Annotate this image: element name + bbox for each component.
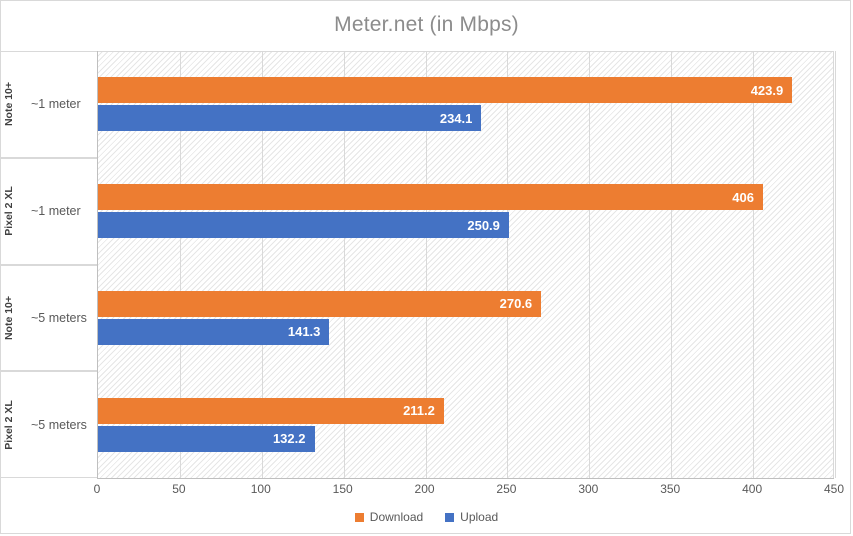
value-axis-baseline bbox=[97, 51, 98, 479]
category-device-label: Note 10+ bbox=[3, 295, 15, 340]
legend-label: Upload bbox=[460, 510, 499, 524]
legend-item[interactable]: Download bbox=[354, 510, 424, 524]
category-distance-label: ~1 meter bbox=[31, 97, 81, 112]
legend-item[interactable]: Upload bbox=[445, 510, 498, 524]
legend-swatch bbox=[445, 512, 455, 522]
bar-value-label: 211.2 bbox=[403, 403, 435, 419]
bar-value-label: 406 bbox=[732, 189, 754, 205]
category-device-label: Note 10+ bbox=[3, 82, 15, 127]
gridline bbox=[589, 51, 591, 478]
category-distance-label: ~5 meters bbox=[31, 310, 87, 325]
category-group: Note 10+ ~1 meter bbox=[1, 51, 97, 158]
value-tick-label: 150 bbox=[332, 482, 353, 496]
category-device-label: Pixel 2 XL bbox=[3, 399, 15, 450]
category-axis: Note 10+ ~1 meter Pixel 2 XL ~1 meter Note 1… bbox=[1, 51, 97, 479]
gridline bbox=[261, 51, 263, 478]
bar-upload: 141.3 bbox=[98, 318, 330, 345]
bar-upload: 234.1 bbox=[98, 105, 482, 132]
plot-top-edge bbox=[98, 51, 834, 52]
bar-value-label: 270.6 bbox=[499, 296, 533, 312]
bar-download: 211.2 bbox=[98, 397, 444, 424]
value-tick-label: 250 bbox=[496, 482, 517, 496]
gridline bbox=[425, 51, 427, 478]
value-tick-label: 200 bbox=[414, 482, 435, 496]
category-group: Note 10+ ~5 meters bbox=[1, 264, 97, 372]
gridline bbox=[343, 51, 345, 478]
value-tick-label: 0 bbox=[93, 482, 101, 496]
plot-right-edge bbox=[833, 51, 834, 478]
bar-download: 406 bbox=[98, 184, 763, 211]
value-tick-label: 300 bbox=[578, 482, 599, 496]
value-tick-label: 100 bbox=[250, 482, 271, 496]
value-tick-label: 450 bbox=[823, 482, 845, 496]
value-tick-label: 400 bbox=[742, 482, 763, 496]
bar-value-label: 423.9 bbox=[750, 82, 784, 98]
bar-upload: 132.2 bbox=[98, 425, 315, 452]
bar-download: 270.6 bbox=[98, 290, 542, 317]
bar-download: 423.9 bbox=[98, 77, 793, 104]
bar-value-label: 141.3 bbox=[287, 324, 321, 340]
category-device-label: Pixel 2 XL bbox=[3, 186, 15, 236]
legend-label: Download bbox=[369, 510, 424, 524]
gridline bbox=[753, 51, 755, 478]
gridline bbox=[507, 51, 509, 478]
value-tick-label: 350 bbox=[660, 482, 681, 496]
value-axis-line bbox=[97, 478, 834, 479]
value-tick-label: 50 bbox=[172, 482, 186, 496]
gridline bbox=[835, 51, 836, 478]
gridline bbox=[671, 51, 673, 478]
gridline bbox=[179, 51, 181, 478]
bar-value-label: 250.9 bbox=[467, 217, 500, 233]
category-distance-label: ~5 meters bbox=[31, 417, 87, 432]
legend-swatch bbox=[354, 512, 364, 522]
plot-area: 423.9 234.1 406 250.9 270.6 141.3 211.2 132.2 bbox=[97, 51, 836, 478]
bar-upload: 250.9 bbox=[98, 212, 509, 239]
category-distance-label: ~1 meter bbox=[31, 204, 81, 219]
bar-value-label: 234.1 bbox=[439, 110, 473, 126]
category-group: Pixel 2 XL ~5 meters bbox=[1, 371, 97, 478]
chart-title: Meter.net (in Mbps) bbox=[334, 13, 519, 36]
chart-legend: Download Upload bbox=[1, 510, 852, 524]
bar-value-label: 132.2 bbox=[272, 431, 306, 447]
category-group: Pixel 2 XL ~1 meter bbox=[1, 157, 97, 265]
